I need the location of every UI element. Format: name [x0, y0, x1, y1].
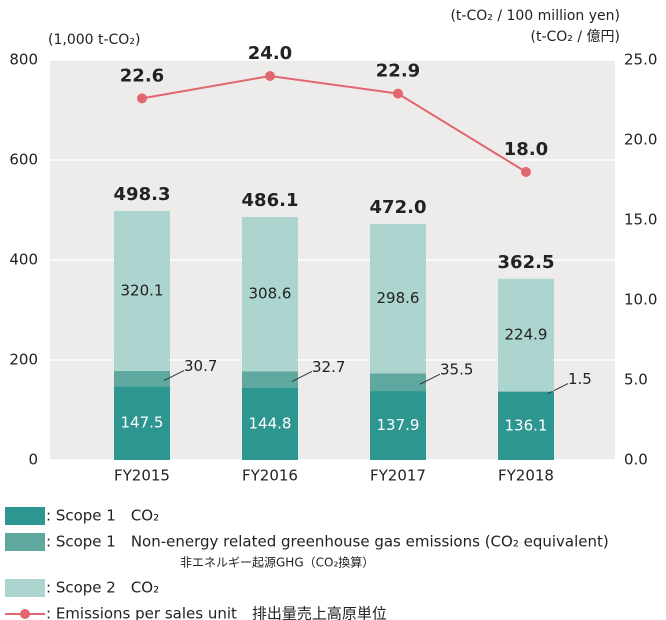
line-label: 22.9 [376, 61, 420, 82]
x-tick-label: FY2018 [498, 467, 554, 485]
y-tick-label: 0 [28, 451, 38, 469]
y2-tick-label: 15.0 [624, 211, 657, 229]
leader-line [291, 370, 313, 382]
total-label: 486.1 [242, 190, 299, 211]
legend-note: 非エネルギー起源GHG（CO₂換算） [180, 555, 374, 570]
bar-segment [242, 371, 298, 388]
leader-line [419, 373, 441, 385]
x-tick-label: FY2016 [242, 467, 298, 485]
data-label: 32.7 [312, 358, 345, 376]
y2-tick-label: 0.0 [624, 451, 648, 469]
y-tick-label: 400 [9, 251, 38, 269]
data-label: 30.7 [184, 357, 217, 375]
leader-line [163, 370, 185, 382]
y-tick-label: 600 [9, 151, 38, 169]
line-point [393, 88, 403, 99]
data-label: 147.5 [121, 414, 164, 432]
line [141, 74, 527, 173]
legend-label: : Scope 2 CO₂ [46, 579, 159, 597]
y2-tick-label: 10.0 [624, 291, 657, 309]
y2-tick-label: 20.0 [624, 131, 657, 149]
x-tick-label: FY2015 [114, 467, 170, 485]
data-label: 320.1 [121, 281, 164, 299]
bar-segment [498, 391, 554, 392]
bar-segment [114, 386, 170, 460]
y2-tick-label: 5.0 [624, 371, 648, 389]
bar-segment [498, 391, 554, 460]
data-label: 144.8 [249, 414, 292, 432]
total-label: 362.5 [498, 252, 555, 273]
legend-swatch [5, 533, 45, 551]
y-axis-label: (1,000 t-CO₂) [48, 32, 140, 48]
data-label: 35.5 [440, 361, 473, 379]
y2-tick-label: 25.0 [624, 51, 657, 69]
y-tick-label: 200 [9, 351, 38, 369]
line-point [137, 93, 147, 104]
y2-axis-label: (t-CO₂ / 億円) [531, 29, 621, 45]
line-label: 22.6 [120, 65, 164, 86]
legend-swatch [5, 579, 45, 597]
data-label: 136.1 [505, 416, 548, 434]
bar-segment [242, 216, 298, 372]
line-point [521, 167, 531, 177]
y-tick-label: 800 [9, 51, 38, 69]
bar-segment [114, 210, 170, 371]
legend-label: : Emissions per sales unit 排出量売上高原単位 [46, 605, 387, 620]
bar-segment [114, 370, 170, 387]
leader-line [547, 383, 569, 395]
bar-segment [370, 391, 426, 460]
total-label: 472.0 [370, 197, 427, 218]
legend-marker [20, 609, 30, 619]
total-label: 498.3 [114, 184, 171, 205]
line-point [265, 71, 275, 81]
y2-axis-label: (t-CO₂ / 100 million yen) [450, 8, 620, 24]
data-label: 137.9 [377, 416, 420, 434]
line-label: 24.0 [248, 43, 292, 64]
data-label: 298.6 [377, 289, 420, 307]
legend-swatch [5, 507, 45, 525]
legend-label: : Scope 1 Non-energy related greenhouse … [46, 533, 609, 551]
line-label: 18.0 [504, 139, 548, 160]
bar-segment [242, 387, 298, 460]
legend-label: : Scope 1 CO₂ [46, 507, 159, 525]
data-label: 224.9 [505, 325, 548, 343]
bar-segment [498, 278, 554, 392]
bar-segment [370, 224, 426, 374]
x-tick-label: FY2017 [370, 467, 426, 485]
data-label: 1.5 [568, 370, 592, 388]
bar-segment [370, 373, 426, 392]
data-label: 308.6 [249, 285, 292, 303]
